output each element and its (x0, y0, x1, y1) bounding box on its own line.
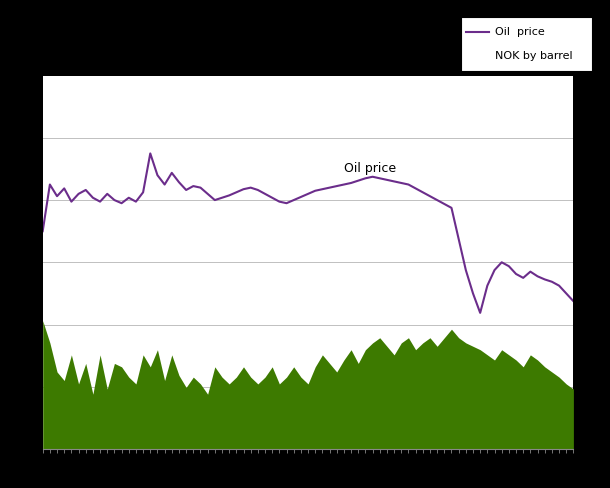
Text: Oil  price: Oil price (495, 27, 544, 37)
Text: Number of barrels: Number of barrels (138, 338, 251, 351)
Text: NOK by barrel: NOK by barrel (495, 51, 572, 61)
Text: Oil price: Oil price (344, 162, 396, 175)
